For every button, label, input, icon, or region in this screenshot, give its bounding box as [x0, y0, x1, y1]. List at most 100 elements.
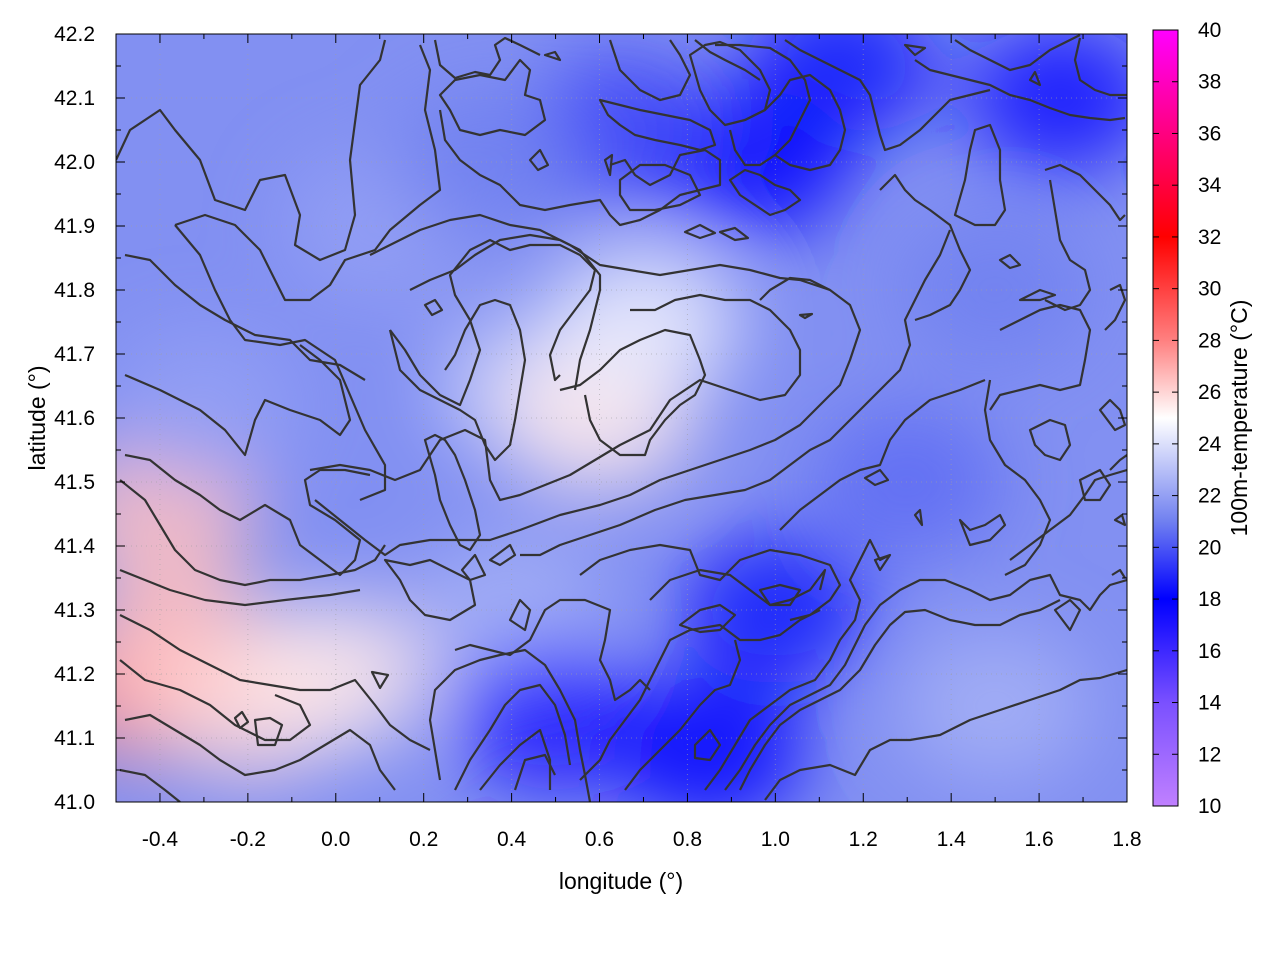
y-tick-labels: 41.0 41.1 41.2 41.3 41.4 41.5 41.6 41.7 41.8 41.9…	[54, 23, 95, 814]
contour-line	[428, 648, 592, 802]
contour-line	[715, 43, 812, 167]
field-sample	[900, 215, 1091, 365]
colorbar-tick-label: 34	[1198, 174, 1222, 197]
contour-line	[508, 598, 532, 632]
x-tick-label: 1.8	[1112, 828, 1141, 851]
colorbar-tick-labels: 10 12 14 16 18 20 22 24 26 28 30 32 34 36 38 40	[1198, 19, 1222, 818]
y-tick-label: 41.8	[54, 279, 95, 302]
contour-line	[253, 716, 284, 747]
field-sample	[812, 407, 1003, 557]
contour-line	[764, 668, 1127, 801]
contour-line	[913, 508, 924, 527]
contour-line	[983, 379, 1052, 576]
plot-frame	[115, 33, 1128, 803]
contour-line	[903, 43, 927, 57]
temperature-field	[116, 34, 1127, 802]
contour-line	[728, 168, 802, 217]
contour-line	[863, 468, 890, 487]
contour-line	[433, 36, 541, 80]
contour-line	[520, 229, 952, 557]
contour-line	[314, 276, 862, 557]
contour-line	[454, 598, 651, 702]
colorbar-tick-label: 32	[1198, 226, 1221, 249]
contour-lines	[116, 34, 1127, 802]
field-sample	[116, 330, 299, 481]
contour-line	[704, 538, 891, 791]
x-tick-label: -0.2	[230, 828, 266, 851]
contour-line	[174, 44, 442, 302]
y-tick-label: 42.1	[54, 87, 95, 110]
field-sample	[900, 631, 1091, 781]
contour-line	[389, 238, 597, 407]
contour-line	[579, 609, 821, 781]
contour-line	[119, 568, 361, 607]
contour-line	[124, 713, 396, 791]
contour-line	[954, 34, 1081, 72]
contour-line	[694, 39, 761, 81]
x-tick-label: 1.2	[849, 828, 878, 851]
contour-line	[779, 378, 986, 531]
colorbar-label: 100m-temperature (°C)	[1226, 300, 1252, 537]
contour-line	[124, 344, 352, 457]
x-tick-label: 1.0	[761, 828, 790, 851]
x-tick-label: 0.4	[497, 828, 527, 851]
x-tick-label: 0.8	[673, 828, 702, 851]
colorbar-tick-label: 16	[1198, 640, 1221, 663]
y-axis-label: latitude (°)	[24, 365, 50, 470]
contour-line	[608, 39, 692, 102]
y-tick-label: 41.1	[54, 727, 95, 750]
contour-line	[1104, 283, 1127, 331]
contour-line	[718, 226, 750, 242]
contour-line	[598, 98, 717, 152]
colorbar: 10 12 14 16 18 20 22 24 26 28 30 32 34 36 38 40 100m-te…	[1152, 19, 1252, 818]
contour-line	[423, 433, 482, 552]
grid-lines	[116, 34, 1127, 802]
contour-line	[1053, 598, 1082, 632]
x-tick-label: 1.4	[937, 828, 967, 851]
y-tick-label: 41.5	[54, 471, 95, 494]
contour-line	[624, 639, 742, 791]
colorbar-tick-label: 10	[1198, 795, 1221, 818]
contour-line	[603, 153, 614, 177]
contour-line	[460, 553, 487, 582]
contour-line	[724, 573, 1127, 791]
contour-line	[693, 728, 722, 762]
colorbar-tick-label: 38	[1198, 71, 1221, 94]
colorbar-gradient	[1152, 29, 1179, 807]
contour-line	[454, 683, 572, 791]
y-tick-label: 42.2	[54, 23, 95, 46]
axis-ticks	[116, 33, 1128, 803]
colorbar-tick-label: 36	[1198, 122, 1221, 145]
contour-line	[1073, 37, 1127, 97]
contour-line	[543, 50, 562, 62]
contour-line	[1028, 70, 1042, 87]
contour-line	[1018, 288, 1057, 302]
x-tick-label: 0.6	[585, 828, 614, 851]
contour-line	[688, 40, 772, 127]
contour-line	[1113, 513, 1127, 527]
colorbar-tick-label: 12	[1198, 743, 1221, 766]
y-tick-label: 42.0	[54, 151, 95, 174]
contour-line	[369, 213, 831, 292]
y-tick-label: 41.3	[54, 599, 95, 622]
y-tick-label: 41.4	[54, 535, 95, 558]
field-sample	[548, 247, 739, 397]
contour-line	[873, 553, 892, 572]
y-tick-label: 41.7	[54, 343, 95, 366]
x-axis-label: longitude (°)	[559, 868, 683, 894]
contour-line	[953, 123, 1007, 227]
contour-line	[119, 659, 312, 742]
y-tick-label: 41.0	[54, 791, 95, 814]
contour-line	[370, 670, 390, 690]
contour-line	[119, 768, 181, 802]
contour-line	[649, 568, 827, 607]
contour-line	[1044, 163, 1126, 222]
x-tick-label: 0.2	[409, 828, 438, 851]
contour-line	[879, 173, 972, 322]
colorbar-ticks	[1153, 29, 1178, 807]
contour-line	[784, 39, 991, 152]
plot-area: -0.4 -0.2 0.0 0.2 0.4 0.6 0.8 1.0 1.2 1.4 1.6 1.8 4…	[24, 23, 1142, 894]
contour-line	[683, 223, 717, 240]
contour-line	[798, 312, 814, 320]
